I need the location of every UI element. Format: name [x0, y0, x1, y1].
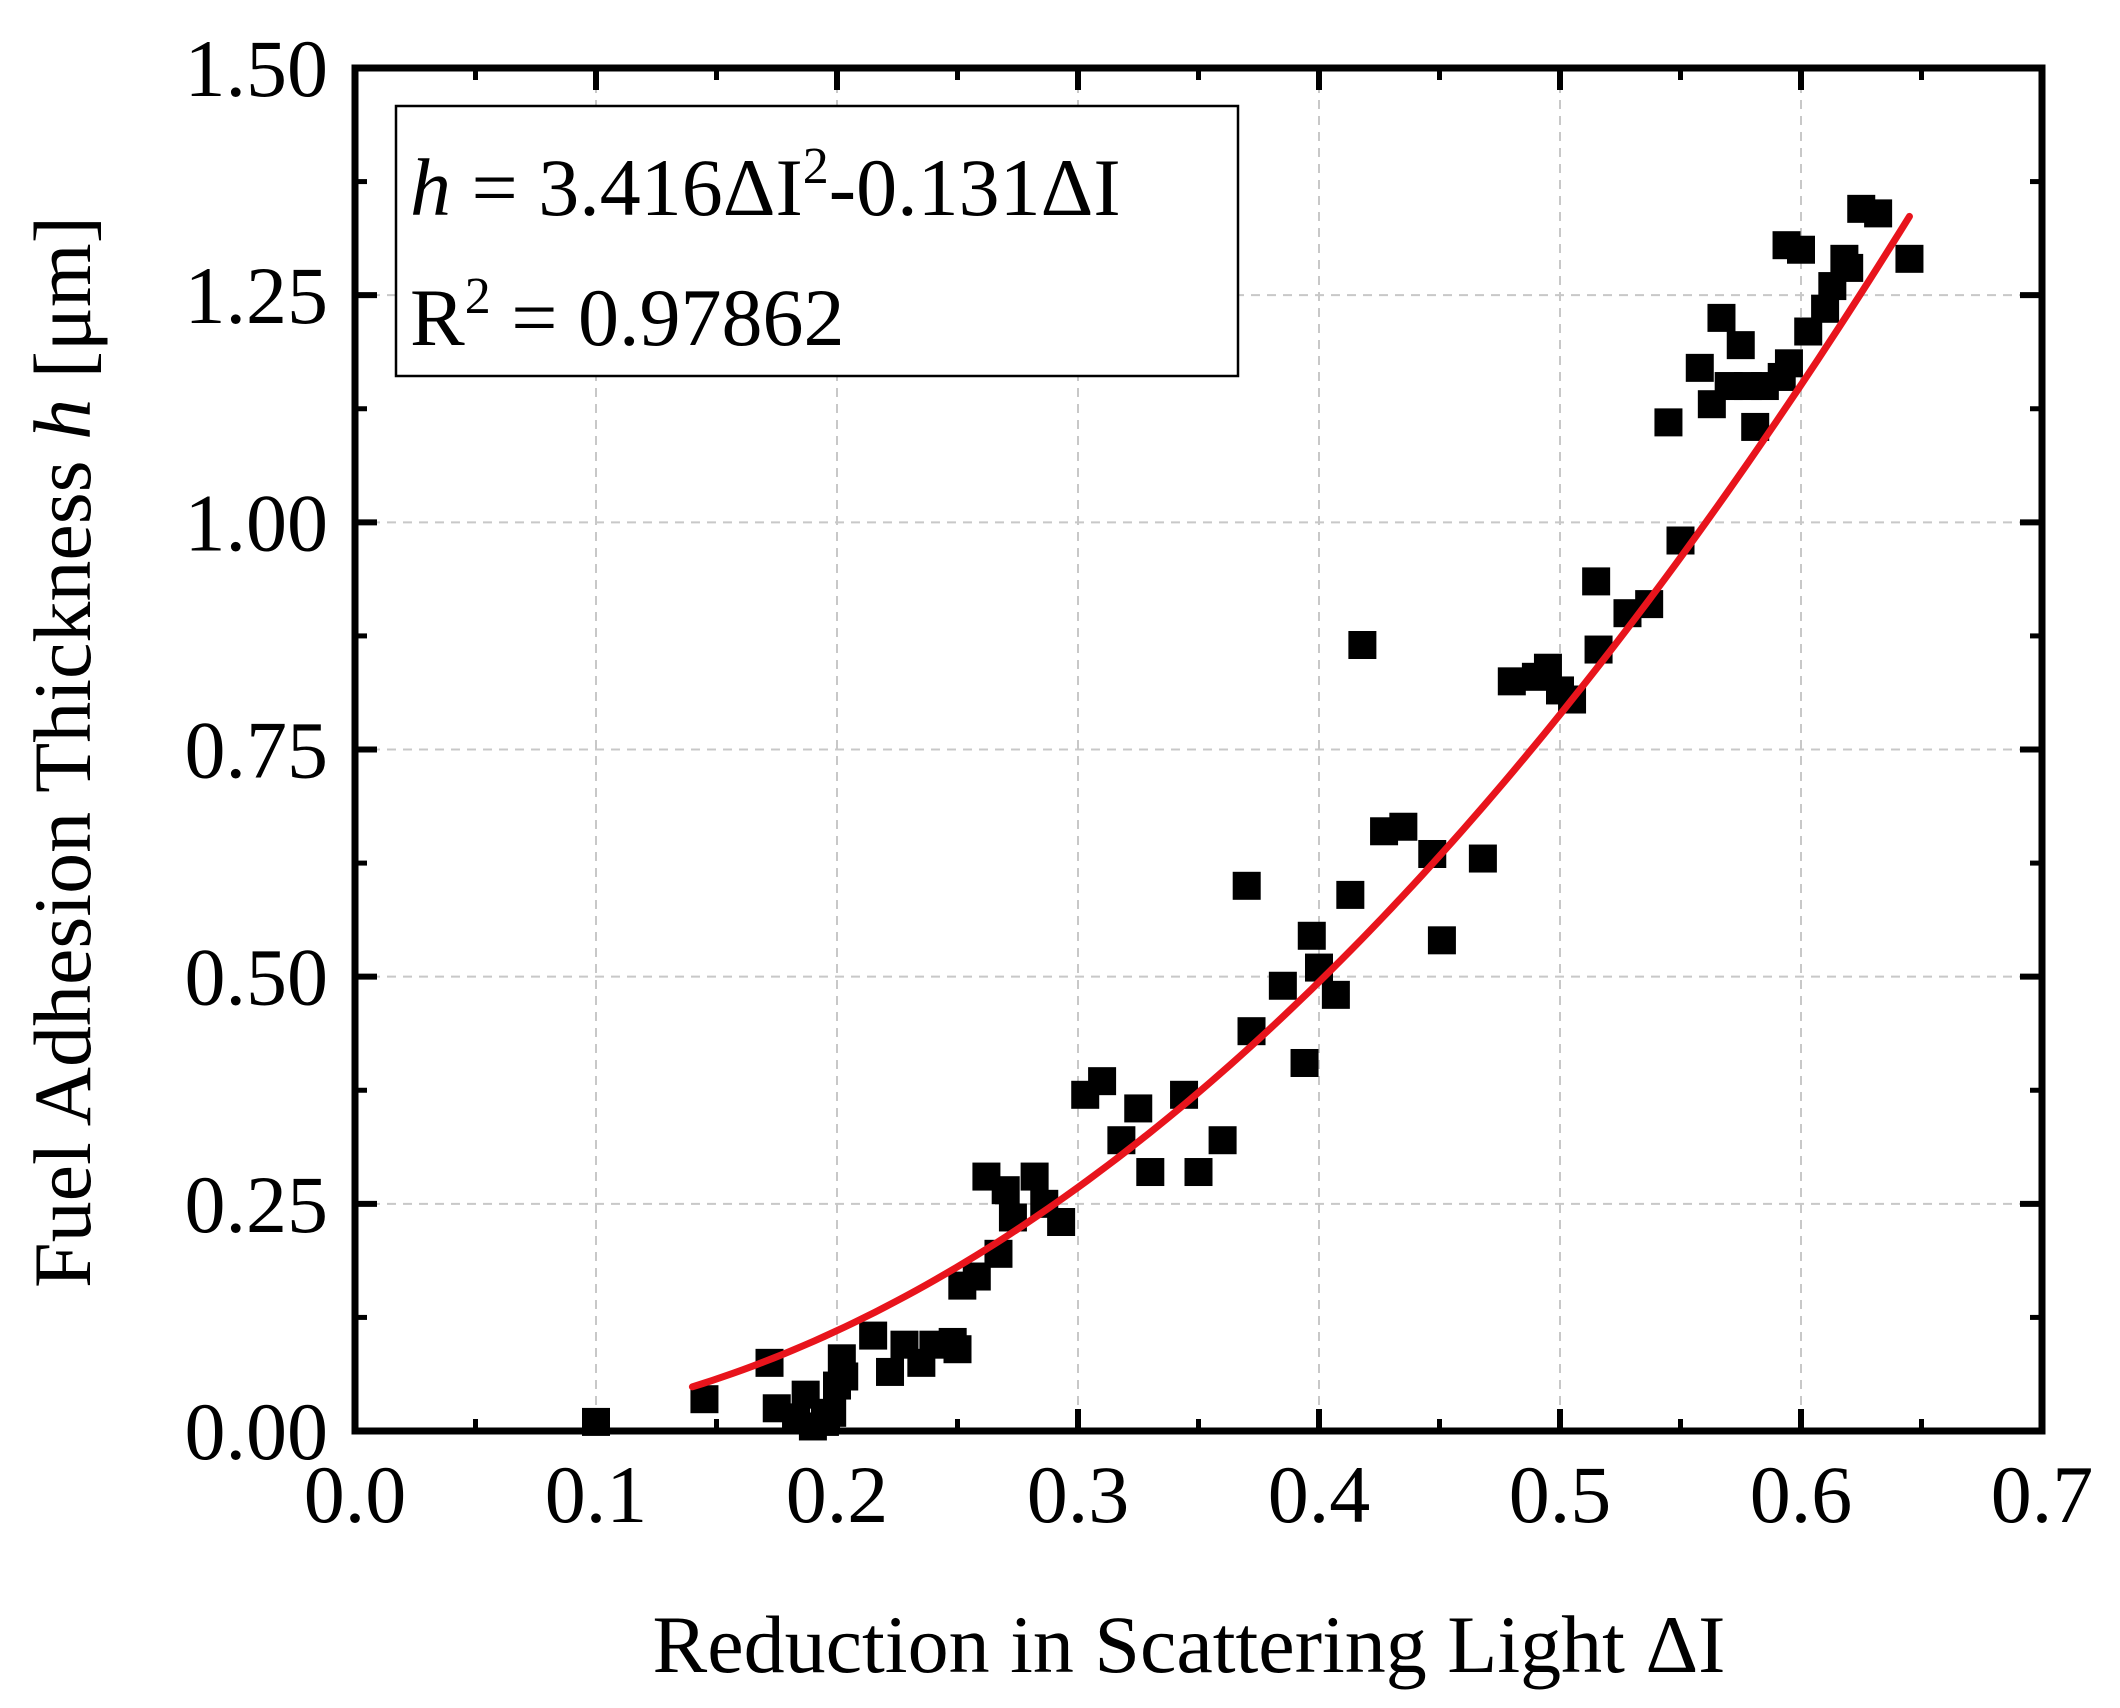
data-point: [1497, 667, 1526, 696]
data-point: [1685, 353, 1714, 382]
data-point: [830, 1362, 859, 1391]
data-point: [1047, 1208, 1076, 1237]
data-point: [1297, 921, 1326, 950]
data-point: [1389, 812, 1418, 841]
data-point: [1582, 567, 1611, 596]
x-tick-label: 0.6: [1750, 1449, 1853, 1540]
x-tick-label: 0.7: [1991, 1449, 2094, 1540]
data-point: [1348, 631, 1377, 660]
data-point: [991, 1176, 1020, 1205]
data-point: [943, 1335, 972, 1364]
data-point: [1088, 1067, 1117, 1096]
x-tick-label: 0.0: [304, 1449, 407, 1540]
r-squared-label: R2 = 0.97862: [410, 268, 844, 363]
x-tick-label: 0.4: [1268, 1449, 1371, 1540]
data-point: [1787, 235, 1815, 264]
y-tick-label: 1.00: [185, 477, 329, 568]
y-tick-label: 1.25: [185, 250, 329, 341]
data-point: [1427, 926, 1456, 955]
data-point: [690, 1385, 719, 1414]
data-point: [1124, 1094, 1153, 1123]
plot-frame: [351, 64, 2046, 1435]
y-axis-label: Fuel Adhesion Thickness h [μm]: [17, 216, 108, 1288]
y-tick-label: 1.50: [185, 23, 329, 114]
fit-curve: [688, 212, 1913, 1391]
data-point: [1232, 871, 1261, 900]
data-point: [1321, 980, 1350, 1009]
x-tick-label: 0.5: [1509, 1449, 1612, 1540]
data-point: [1726, 331, 1755, 360]
data-point: [1654, 408, 1683, 437]
data-point: [1184, 1158, 1213, 1187]
x-tick-labels: 0.0 0.1 0.2 0.3 0.4 0.5 0.6 0.7: [304, 1449, 2094, 1540]
y-tick-label: 0.50: [185, 932, 329, 1023]
data-point: [1268, 971, 1297, 1000]
equation-box: h = 3.416ΔI2-0.131ΔI R2 = 0.97862: [394, 104, 1240, 378]
data-point: [1864, 199, 1893, 228]
data-point: [1290, 1048, 1319, 1077]
data-points: [582, 194, 1924, 1441]
y-tick-label: 0.75: [185, 705, 329, 796]
data-point: [1707, 303, 1736, 332]
y-tick-labels: 0.00 0.25 0.50 0.75 1.00 1.25 1.50: [185, 23, 329, 1477]
equation-box-border: [394, 104, 1240, 378]
data-point: [876, 1357, 905, 1386]
data-point: [791, 1380, 820, 1409]
data-point: [818, 1398, 847, 1427]
x-tick-label: 0.3: [1027, 1449, 1130, 1540]
data-point: [859, 1321, 888, 1350]
x-axis-label: Reduction in Scattering Light ΔI: [653, 1599, 1726, 1690]
data-point: [1835, 253, 1864, 282]
data-point: [1020, 1162, 1049, 1191]
y-tick-label: 0.00: [185, 1386, 329, 1477]
data-point: [1468, 844, 1497, 873]
data-point: [1895, 244, 1924, 273]
data-point: [1774, 349, 1803, 378]
x-tick-label: 0.2: [786, 1449, 889, 1540]
data-point: [1136, 1158, 1165, 1187]
y-tick-label: 0.25: [185, 1159, 329, 1250]
data-point: [1208, 1126, 1237, 1155]
fit-equation: h = 3.416ΔI2-0.131ΔI: [410, 138, 1121, 233]
x-tick-label: 0.1: [545, 1449, 648, 1540]
data-point: [1336, 880, 1365, 909]
